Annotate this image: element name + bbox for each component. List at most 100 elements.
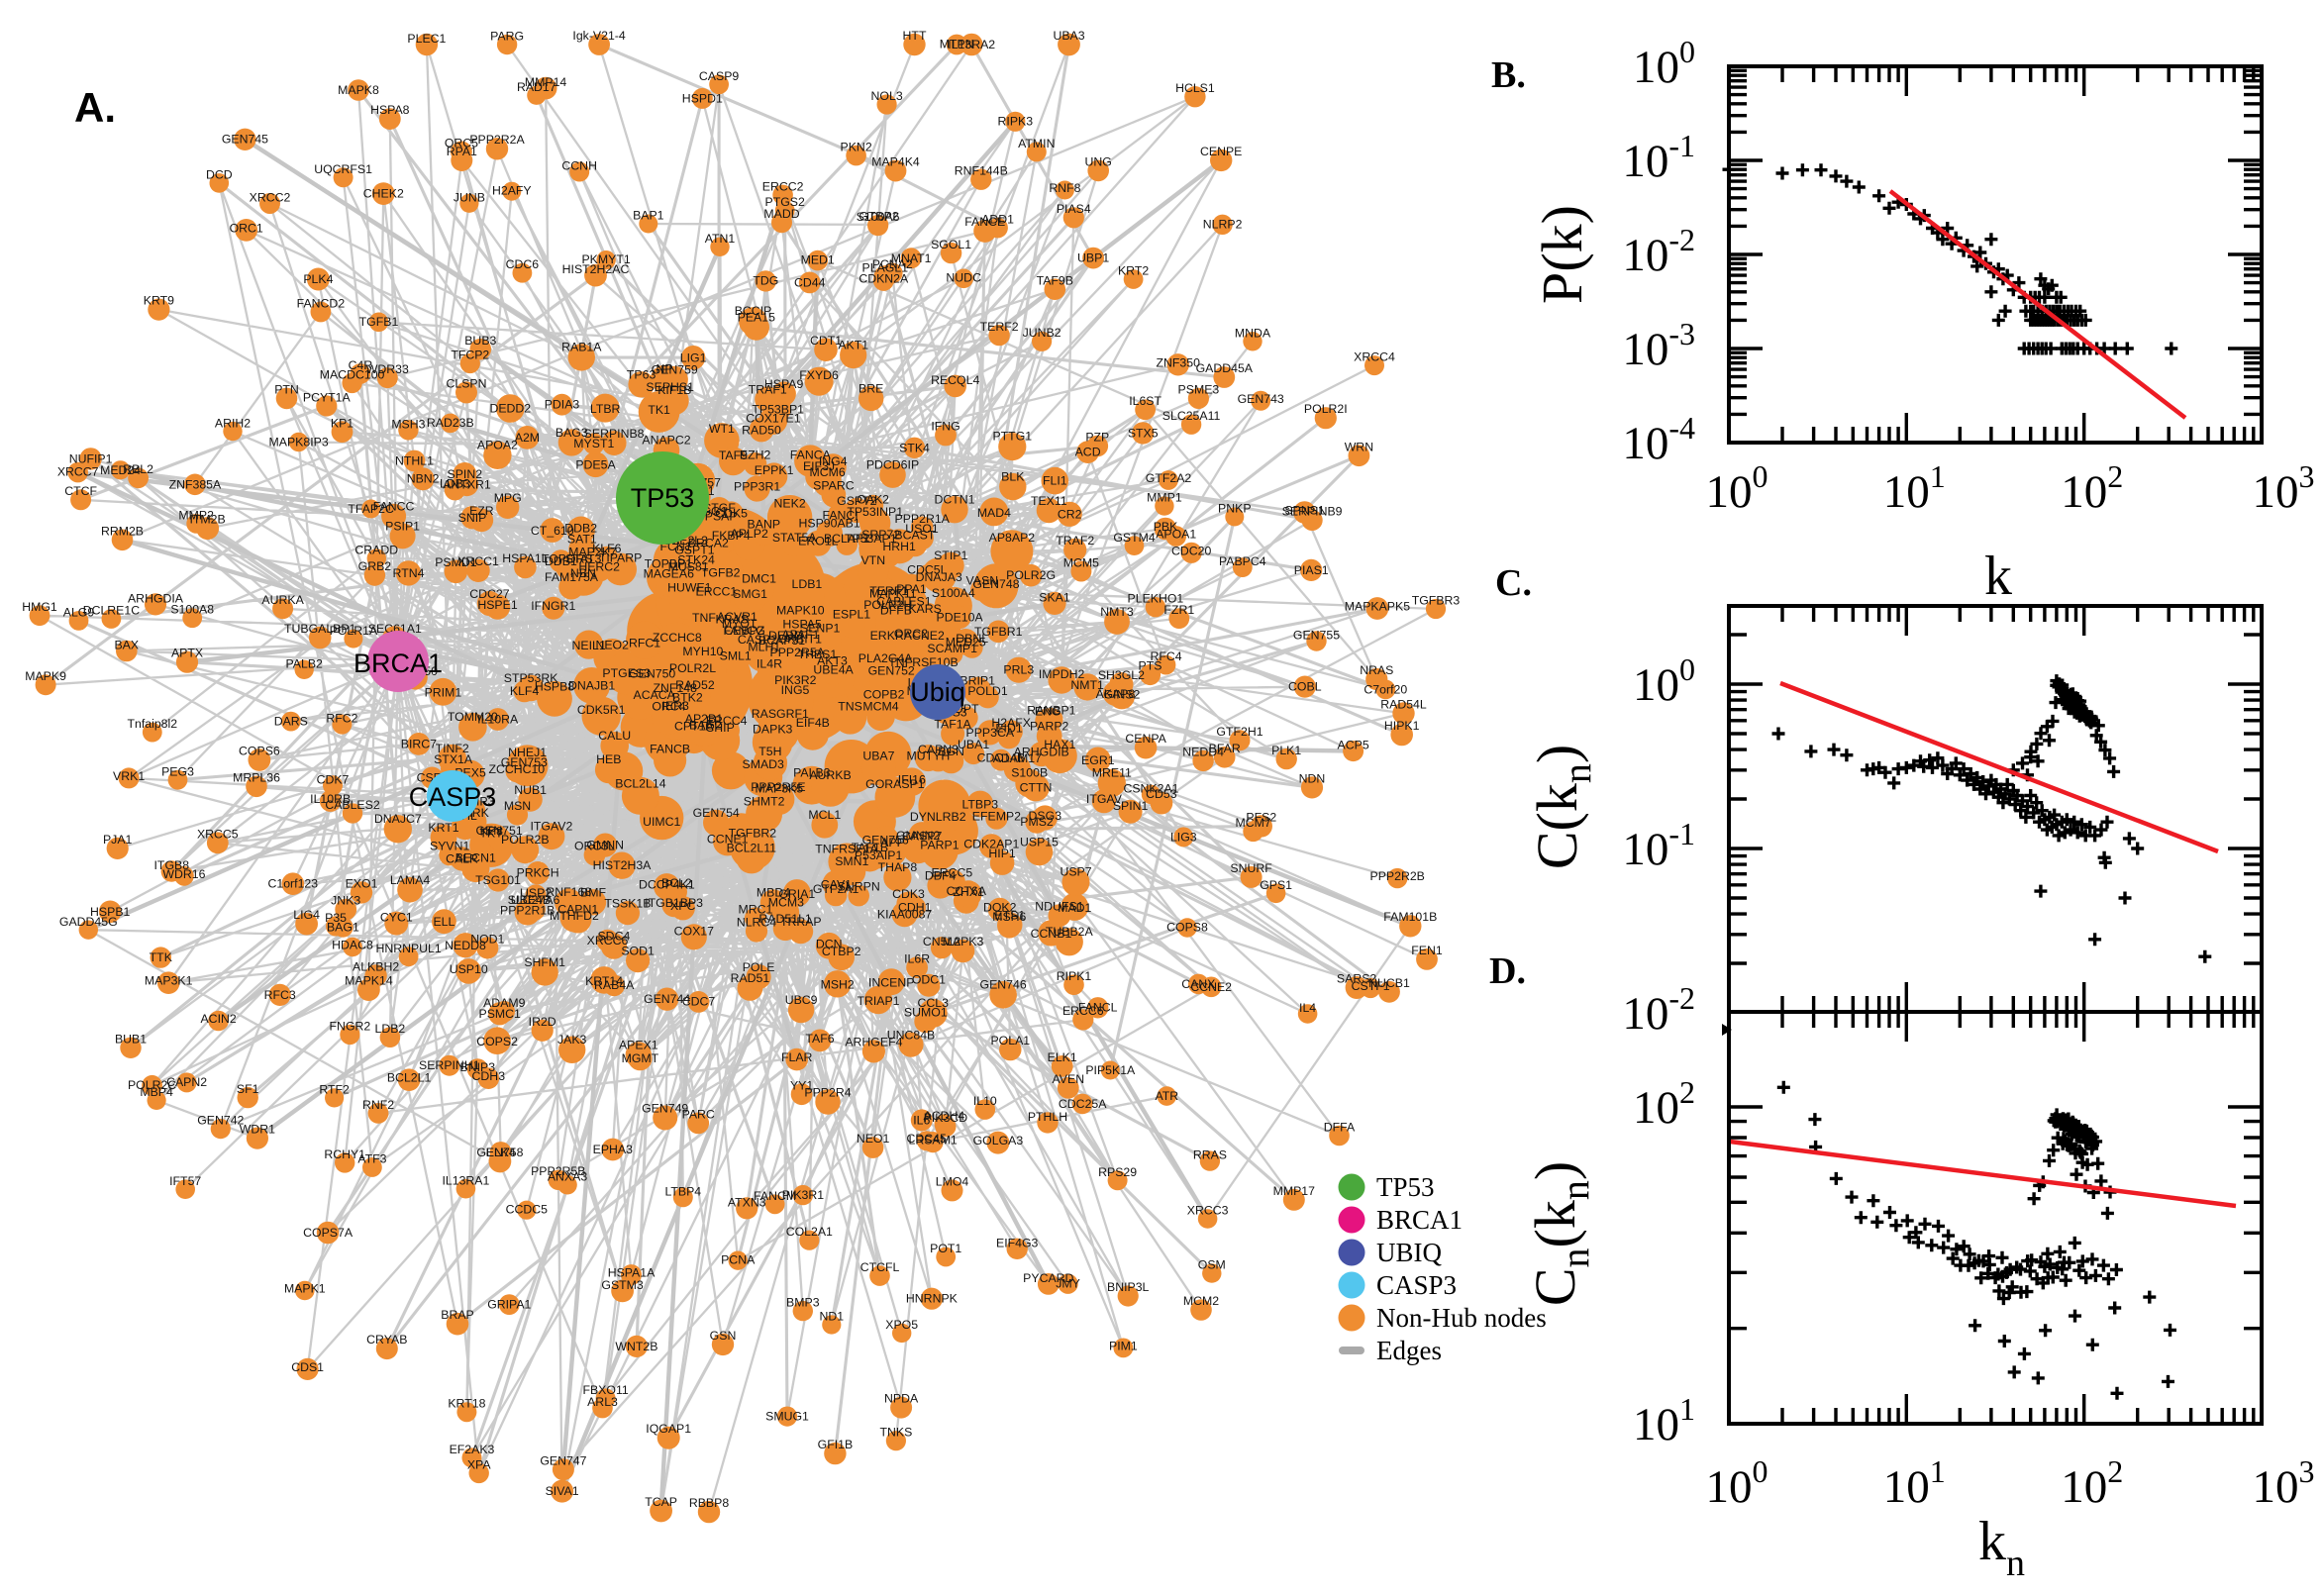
svg-text:CAPN2: CAPN2 bbox=[166, 1075, 207, 1089]
svg-text:ZNF350: ZNF350 bbox=[1156, 355, 1200, 369]
svg-text:ND1: ND1 bbox=[819, 1310, 844, 1324]
svg-text:CLSPN: CLSPN bbox=[446, 376, 486, 390]
svg-text:k: k bbox=[1984, 546, 2012, 607]
svg-text:THAP8: THAP8 bbox=[878, 860, 918, 874]
svg-text:EZH2: EZH2 bbox=[740, 448, 771, 461]
svg-text:KRT9: KRT9 bbox=[144, 294, 174, 308]
svg-text:PPP2R1B: PPP2R1B bbox=[500, 903, 555, 917]
svg-text:SKA1: SKA1 bbox=[1039, 590, 1070, 604]
svg-text:NHEJ1: NHEJ1 bbox=[508, 746, 547, 759]
svg-text:PTGES3: PTGES3 bbox=[602, 666, 651, 680]
svg-text:TFCP2: TFCP2 bbox=[451, 349, 489, 362]
svg-text:COPS7A: COPS7A bbox=[303, 1226, 354, 1240]
svg-text:PLK1: PLK1 bbox=[1271, 744, 1301, 757]
svg-text:CPT1A: CPT1A bbox=[674, 720, 714, 734]
svg-text:ATF3: ATF3 bbox=[357, 1152, 386, 1166]
svg-text:PIAS4: PIAS4 bbox=[1057, 202, 1091, 216]
svg-text:XPA: XPA bbox=[467, 1457, 491, 1471]
svg-text:USP10: USP10 bbox=[450, 962, 488, 976]
svg-text:GEN755: GEN755 bbox=[1293, 629, 1340, 643]
svg-text:RIPK1: RIPK1 bbox=[1057, 969, 1092, 983]
svg-text:IL6: IL6 bbox=[913, 1113, 930, 1127]
svg-text:CENPA: CENPA bbox=[1125, 732, 1166, 746]
svg-text:PARG: PARG bbox=[490, 29, 524, 43]
svg-text:SMN1: SMN1 bbox=[835, 854, 868, 868]
svg-text:PIM1: PIM1 bbox=[1109, 1339, 1138, 1352]
svg-text:GTF2A2: GTF2A2 bbox=[1146, 471, 1192, 485]
svg-text:CCT6A: CCT6A bbox=[947, 884, 987, 898]
svg-text:PLK4: PLK4 bbox=[303, 272, 333, 286]
svg-text:HERC2: HERC2 bbox=[578, 560, 620, 574]
svg-text:HIST2H2AC: HIST2H2AC bbox=[562, 262, 630, 276]
svg-text:ACACA: ACACA bbox=[634, 688, 676, 702]
svg-text:AURKB: AURKB bbox=[809, 768, 851, 782]
svg-text:RAD50: RAD50 bbox=[742, 423, 781, 437]
svg-text:COPB2: COPB2 bbox=[863, 687, 905, 701]
svg-text:CCL3: CCL3 bbox=[917, 996, 949, 1010]
svg-text:SHFM1: SHFM1 bbox=[524, 955, 565, 969]
svg-text:TGFBR2: TGFBR2 bbox=[729, 827, 777, 841]
svg-text:EIF4B: EIF4B bbox=[796, 716, 830, 730]
svg-text:PPP2R5E: PPP2R5E bbox=[751, 780, 805, 794]
svg-text:KLF4: KLF4 bbox=[510, 684, 540, 698]
svg-text:PPP3CA: PPP3CA bbox=[966, 726, 1015, 740]
svg-text:DBNL: DBNL bbox=[956, 632, 988, 646]
svg-text:ENG: ENG bbox=[1035, 705, 1061, 719]
svg-text:FANCB: FANCB bbox=[650, 743, 690, 756]
svg-text:PPP3R1: PPP3R1 bbox=[734, 480, 780, 494]
svg-text:TNS: TNS bbox=[838, 699, 862, 713]
svg-text:ORC1: ORC1 bbox=[230, 221, 263, 235]
svg-text:TIPARP: TIPARP bbox=[599, 551, 643, 565]
svg-text:AP2B1: AP2B1 bbox=[685, 712, 723, 726]
svg-text:APP: APP bbox=[880, 836, 905, 849]
svg-text:MAPK9: MAPK9 bbox=[25, 669, 66, 683]
svg-text:ERCC5: ERCC5 bbox=[932, 865, 973, 879]
svg-text:EID1: EID1 bbox=[995, 722, 1022, 736]
svg-text:IL6ST: IL6ST bbox=[1129, 394, 1162, 408]
svg-text:EPPK1: EPPK1 bbox=[755, 463, 794, 477]
svg-text:EXO1: EXO1 bbox=[346, 876, 378, 890]
svg-text:PIK3CD: PIK3CD bbox=[924, 1111, 968, 1125]
svg-text:COPS2: COPS2 bbox=[476, 1035, 518, 1048]
svg-text:C.: C. bbox=[1495, 562, 1532, 604]
svg-text:XRCC6: XRCC6 bbox=[587, 934, 629, 948]
svg-text:BMF: BMF bbox=[580, 885, 606, 899]
svg-text:TAF9B: TAF9B bbox=[1037, 273, 1073, 287]
svg-text:CRADD: CRADD bbox=[354, 544, 398, 557]
svg-text:ZNF385A: ZNF385A bbox=[169, 477, 222, 491]
svg-text:NPDA: NPDA bbox=[884, 1392, 919, 1406]
svg-text:HSPB1: HSPB1 bbox=[90, 905, 130, 919]
svg-text:ELK4: ELK4 bbox=[486, 1146, 516, 1159]
svg-text:IL4R: IL4R bbox=[757, 657, 782, 671]
svg-text:ITM2B: ITM2B bbox=[189, 513, 225, 527]
svg-text:TDG: TDG bbox=[753, 274, 778, 288]
svg-text:JUNB2: JUNB2 bbox=[1023, 326, 1061, 340]
svg-text:CSNK2A1: CSNK2A1 bbox=[1123, 782, 1178, 796]
svg-text:NLRC4: NLRC4 bbox=[737, 916, 776, 930]
svg-text:GPS1: GPS1 bbox=[1260, 878, 1292, 892]
svg-text:AKAP8: AKAP8 bbox=[1096, 687, 1136, 701]
svg-text:H2AFX: H2AFX bbox=[991, 716, 1031, 730]
svg-text:ODC1: ODC1 bbox=[912, 972, 946, 986]
svg-text:IL13RA2: IL13RA2 bbox=[948, 38, 995, 51]
svg-text:PPA1: PPA1 bbox=[896, 582, 927, 596]
svg-text:PRKCH: PRKCH bbox=[517, 866, 559, 880]
svg-text:PDIA3: PDIA3 bbox=[545, 398, 580, 412]
svg-text:ZNF148: ZNF148 bbox=[653, 681, 697, 695]
svg-text:NUB1: NUB1 bbox=[514, 783, 547, 797]
svg-text:SCAMP1: SCAMP1 bbox=[927, 642, 977, 655]
svg-text:CR2: CR2 bbox=[1058, 508, 1082, 522]
svg-text:ACP5: ACP5 bbox=[1338, 739, 1369, 752]
svg-text:PLA2G4A: PLA2G4A bbox=[858, 651, 913, 665]
svg-text:UBE4A: UBE4A bbox=[813, 662, 854, 676]
svg-text:XRCC2: XRCC2 bbox=[250, 191, 291, 205]
svg-text:LDB3: LDB3 bbox=[440, 477, 470, 491]
svg-text:MED24: MED24 bbox=[100, 463, 141, 477]
svg-text:COPS8: COPS8 bbox=[1166, 921, 1208, 935]
svg-text:CDT1: CDT1 bbox=[810, 334, 842, 348]
svg-text:FANCG: FANCG bbox=[724, 624, 765, 638]
svg-text:EF2AK3: EF2AK3 bbox=[450, 1443, 495, 1456]
svg-text:BAG3: BAG3 bbox=[556, 426, 588, 440]
svg-text:ZHX1: ZHX1 bbox=[953, 885, 984, 899]
svg-text:BAG2: BAG2 bbox=[689, 718, 722, 732]
